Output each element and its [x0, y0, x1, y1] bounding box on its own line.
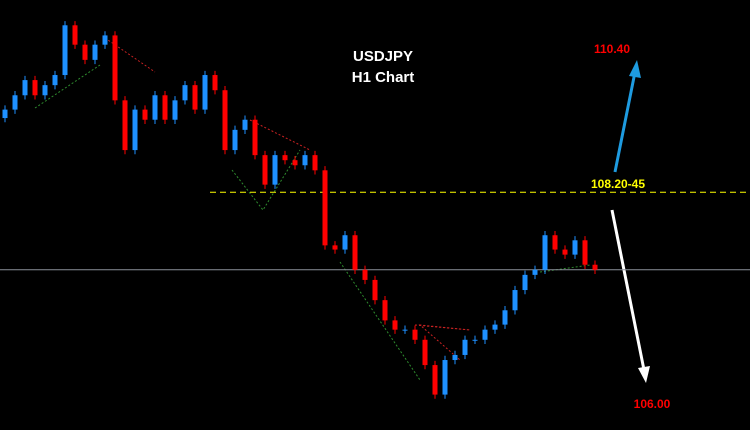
candle-body [552, 235, 558, 250]
chart-title: USDJPY [353, 48, 413, 65]
candle-body [172, 100, 178, 120]
pattern-line [231, 149, 301, 211]
candle-body [222, 90, 228, 151]
candle-body [452, 354, 458, 361]
candle-body [392, 320, 398, 330]
candle-body [522, 274, 528, 291]
candle-body [212, 75, 218, 91]
candle-body [32, 80, 38, 96]
chart-subtitle: H1 Chart [352, 69, 415, 86]
candle-body [142, 109, 148, 120]
down-arrow-head [638, 366, 650, 383]
candle-body [102, 35, 108, 45]
pattern-line [539, 264, 591, 273]
down-arrow [610, 209, 646, 371]
up-arrow [613, 71, 637, 173]
candle-body [572, 240, 578, 255]
candle-body [92, 44, 98, 60]
candle-body [22, 80, 28, 96]
candle-body [412, 329, 418, 340]
candle-body [382, 300, 388, 321]
candle-body [232, 129, 238, 151]
candle-body [472, 339, 478, 341]
candle-body [502, 310, 508, 325]
candle-body [162, 95, 168, 120]
candle-body [332, 245, 338, 250]
target-label: 110.40 [594, 42, 630, 56]
candle-body [202, 75, 208, 110]
candle-body [362, 269, 368, 280]
pattern-lines [34, 37, 591, 381]
candle-body [492, 324, 498, 330]
candle-body [152, 95, 158, 120]
candle-body [592, 264, 598, 270]
candle-body [562, 249, 568, 255]
candle-body [42, 85, 48, 96]
candle-body [182, 85, 188, 101]
candle-body [542, 235, 548, 270]
candle-body [82, 44, 88, 60]
up-arrow-head [629, 60, 641, 78]
candle-body [352, 235, 358, 270]
candle-body [72, 25, 78, 45]
candle-body [132, 109, 138, 151]
candle-body [242, 119, 248, 130]
pattern-line [414, 324, 471, 361]
level-label: 108.20-45 [591, 177, 645, 191]
candle-body [192, 85, 198, 110]
pattern-line [34, 64, 101, 109]
candle-body [322, 170, 328, 246]
pattern-line [249, 119, 311, 151]
candle-body [52, 75, 58, 86]
candle-body [482, 329, 488, 340]
candle-body [112, 35, 118, 101]
candle-body [312, 155, 318, 171]
candle-body [442, 360, 448, 395]
plot [0, 21, 750, 399]
candle-body [12, 95, 18, 110]
target-label: 106.00 [634, 397, 671, 411]
candle-body [282, 155, 288, 161]
candle-body [252, 119, 258, 156]
candle-body [402, 329, 408, 331]
candle-body [512, 290, 518, 311]
candle-body [2, 109, 8, 119]
candle-body [302, 155, 308, 166]
candle-body [272, 155, 278, 185]
candle-body [372, 279, 378, 301]
candle-body [432, 365, 438, 395]
candle-body [122, 100, 128, 151]
candle-body [532, 269, 538, 275]
candle-body [292, 160, 298, 166]
candle-body [422, 339, 428, 366]
candle-body [342, 235, 348, 250]
candle-body [262, 155, 268, 185]
candle-body [582, 240, 588, 265]
candle-body [62, 25, 68, 76]
candle-body [462, 339, 468, 355]
